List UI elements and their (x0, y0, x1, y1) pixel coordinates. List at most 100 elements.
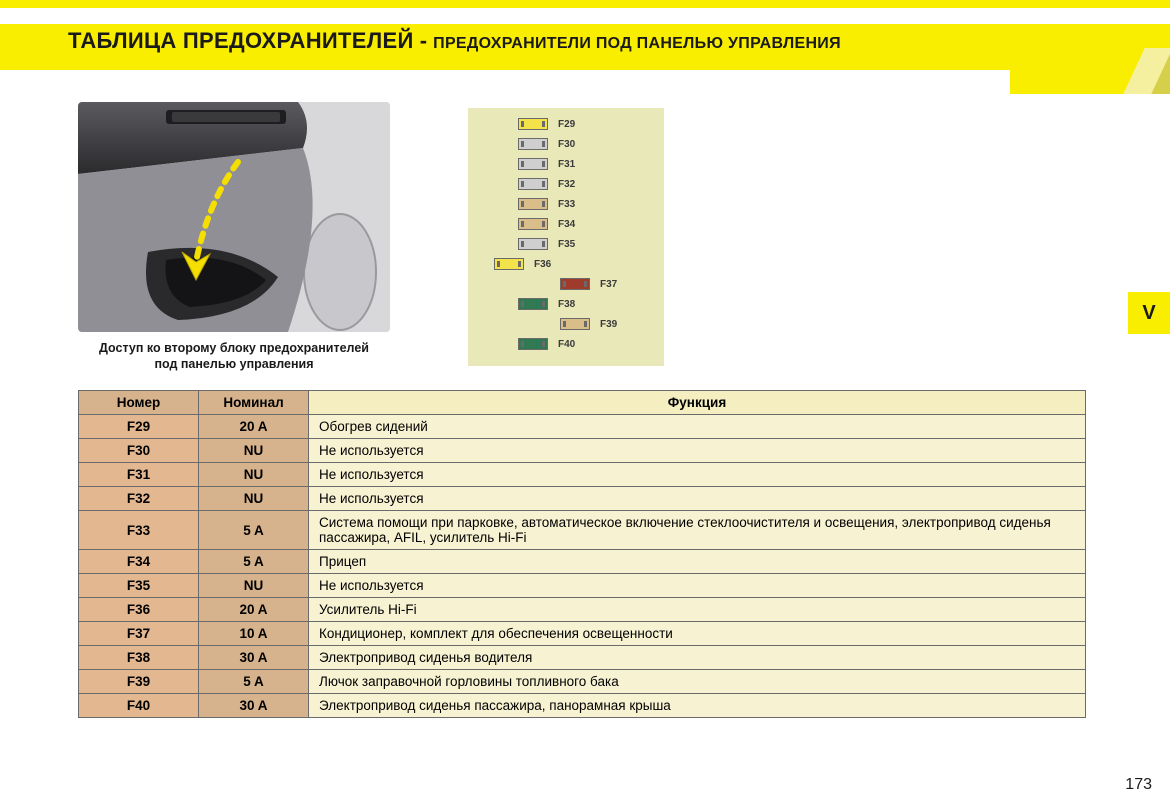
cell-function: Не используется (309, 463, 1086, 487)
fusemap-label: F37 (600, 279, 617, 290)
section-tab: V (1128, 292, 1170, 334)
cell-rating: 30 A (199, 646, 309, 670)
fusemap-row: F35 (476, 234, 656, 254)
cell-number: F31 (79, 463, 199, 487)
cell-number: F40 (79, 694, 199, 718)
table-row: F32NUНе используется (79, 487, 1086, 511)
fuse-chip-icon (494, 258, 524, 270)
table-row: F3830 AЭлектропривод сиденья водителя (79, 646, 1086, 670)
title-separator: - (414, 28, 434, 53)
fusemap-row: F29 (476, 114, 656, 134)
cell-rating: 30 A (199, 694, 309, 718)
fusemap-row: F30 (476, 134, 656, 154)
fuse-chip-icon (560, 278, 590, 290)
cell-rating: 20 A (199, 598, 309, 622)
fuse-chip-icon (518, 298, 548, 310)
cell-rating: 20 A (199, 415, 309, 439)
access-photo-caption: Доступ ко второму блоку предохранителей … (78, 340, 390, 373)
cell-function: Лючок заправочной горловины топливного б… (309, 670, 1086, 694)
cell-number: F37 (79, 622, 199, 646)
table-row: F395 AЛючок заправочной горловины топлив… (79, 670, 1086, 694)
fuse-chip-icon (518, 158, 548, 170)
fusemap-label: F39 (600, 319, 617, 330)
fuse-chip-icon (518, 118, 548, 130)
fusemap-label: F29 (558, 119, 575, 130)
cell-function: Обогрев сидений (309, 415, 1086, 439)
cell-rating: NU (199, 574, 309, 598)
fusemap-label: F33 (558, 199, 575, 210)
fusemap-row: F36 (476, 254, 656, 274)
fusemap-row: F33 (476, 194, 656, 214)
caption-line-1: Доступ ко второму блоку предохранителей (99, 341, 369, 355)
fuse-chip-icon (518, 138, 548, 150)
fusemap-row: F38 (476, 294, 656, 314)
cell-number: F39 (79, 670, 199, 694)
cell-number: F33 (79, 511, 199, 550)
fuse-chip-icon (518, 218, 548, 230)
table-row: F335 AСистема помощи при парковке, автом… (79, 511, 1086, 550)
fusemap-row: F34 (476, 214, 656, 234)
cell-function: Не используется (309, 487, 1086, 511)
table-row: F4030 AЭлектропривод сиденья пассажира, … (79, 694, 1086, 718)
fuse-chip-icon (518, 238, 548, 250)
cell-rating: 5 A (199, 670, 309, 694)
table-header-row: Номер Номинал Функция (79, 391, 1086, 415)
col-header-rating: Номинал (199, 391, 309, 415)
header-band: ТАБЛИЦА ПРЕДОХРАНИТЕЛЕЙ - ПРЕДОХРАНИТЕЛИ… (0, 24, 1170, 70)
cell-rating: NU (199, 439, 309, 463)
fuse-chip-icon (518, 338, 548, 350)
fusemap-row: F37 (476, 274, 656, 294)
cell-function: Электропривод сиденья водителя (309, 646, 1086, 670)
table-row: F3710 AКондиционер, комплект для обеспеч… (79, 622, 1086, 646)
col-header-number: Номер (79, 391, 199, 415)
cell-number: F29 (79, 415, 199, 439)
fuse-chip-icon (560, 318, 590, 330)
table-row: F2920 AОбогрев сидений (79, 415, 1086, 439)
fusemap-label: F31 (558, 159, 575, 170)
fusemap-label: F35 (558, 239, 575, 250)
access-photo-block: Доступ ко второму блоку предохранителей … (78, 102, 390, 373)
fusemap-row: F32 (476, 174, 656, 194)
table-row: F30NUНе используется (79, 439, 1086, 463)
fuse-chip-icon (518, 178, 548, 190)
title-subtitle: ПРЕДОХРАНИТЕЛИ ПОД ПАНЕЛЬЮ УПРАВЛЕНИЯ (433, 35, 841, 52)
fusemap-label: F36 (534, 259, 551, 270)
access-photo-svg (78, 102, 390, 332)
fusemap-label: F38 (558, 299, 575, 310)
cell-function: Прицеп (309, 550, 1086, 574)
cell-rating: 5 A (199, 550, 309, 574)
table-row: F31NUНе используется (79, 463, 1086, 487)
top-stripe (0, 0, 1170, 8)
fusemap-row: F40 (476, 334, 656, 354)
cell-function: Система помощи при парковке, автоматичес… (309, 511, 1086, 550)
cell-function: Усилитель Hi-Fi (309, 598, 1086, 622)
cell-number: F30 (79, 439, 199, 463)
cell-number: F35 (79, 574, 199, 598)
cell-function: Не используется (309, 439, 1086, 463)
page-number: 173 (1125, 776, 1152, 794)
fuse-layout-diagram: F29 F30 F31 F32 F33 F34 F35 F36 F37 F38 F39 F40 (468, 108, 664, 366)
cell-function: Электропривод сиденья пассажира, панорам… (309, 694, 1086, 718)
fusemap-row: F39 (476, 314, 656, 334)
header-angle-decor (1010, 48, 1170, 94)
page-title: ТАБЛИЦА ПРЕДОХРАНИТЕЛЕЙ - ПРЕДОХРАНИТЕЛИ… (68, 28, 841, 54)
fusemap-label: F40 (558, 339, 575, 350)
access-photo (78, 102, 390, 332)
cell-number: F36 (79, 598, 199, 622)
caption-line-2: под панелью управления (154, 357, 313, 371)
table-row: F35NUНе используется (79, 574, 1086, 598)
fusemap-row: F31 (476, 154, 656, 174)
cell-function: Кондиционер, комплект для обеспечения ос… (309, 622, 1086, 646)
cell-rating: NU (199, 463, 309, 487)
table-row: F3620 AУсилитель Hi-Fi (79, 598, 1086, 622)
fusemap-label: F30 (558, 139, 575, 150)
cell-number: F32 (79, 487, 199, 511)
fuse-chip-icon (518, 198, 548, 210)
cell-rating: 10 A (199, 622, 309, 646)
cell-number: F34 (79, 550, 199, 574)
table-row: F345 AПрицеп (79, 550, 1086, 574)
cell-function: Не используется (309, 574, 1086, 598)
cell-rating: 5 A (199, 511, 309, 550)
title-main: ТАБЛИЦА ПРЕДОХРАНИТЕЛЕЙ (68, 28, 414, 53)
fusemap-label: F32 (558, 179, 575, 190)
